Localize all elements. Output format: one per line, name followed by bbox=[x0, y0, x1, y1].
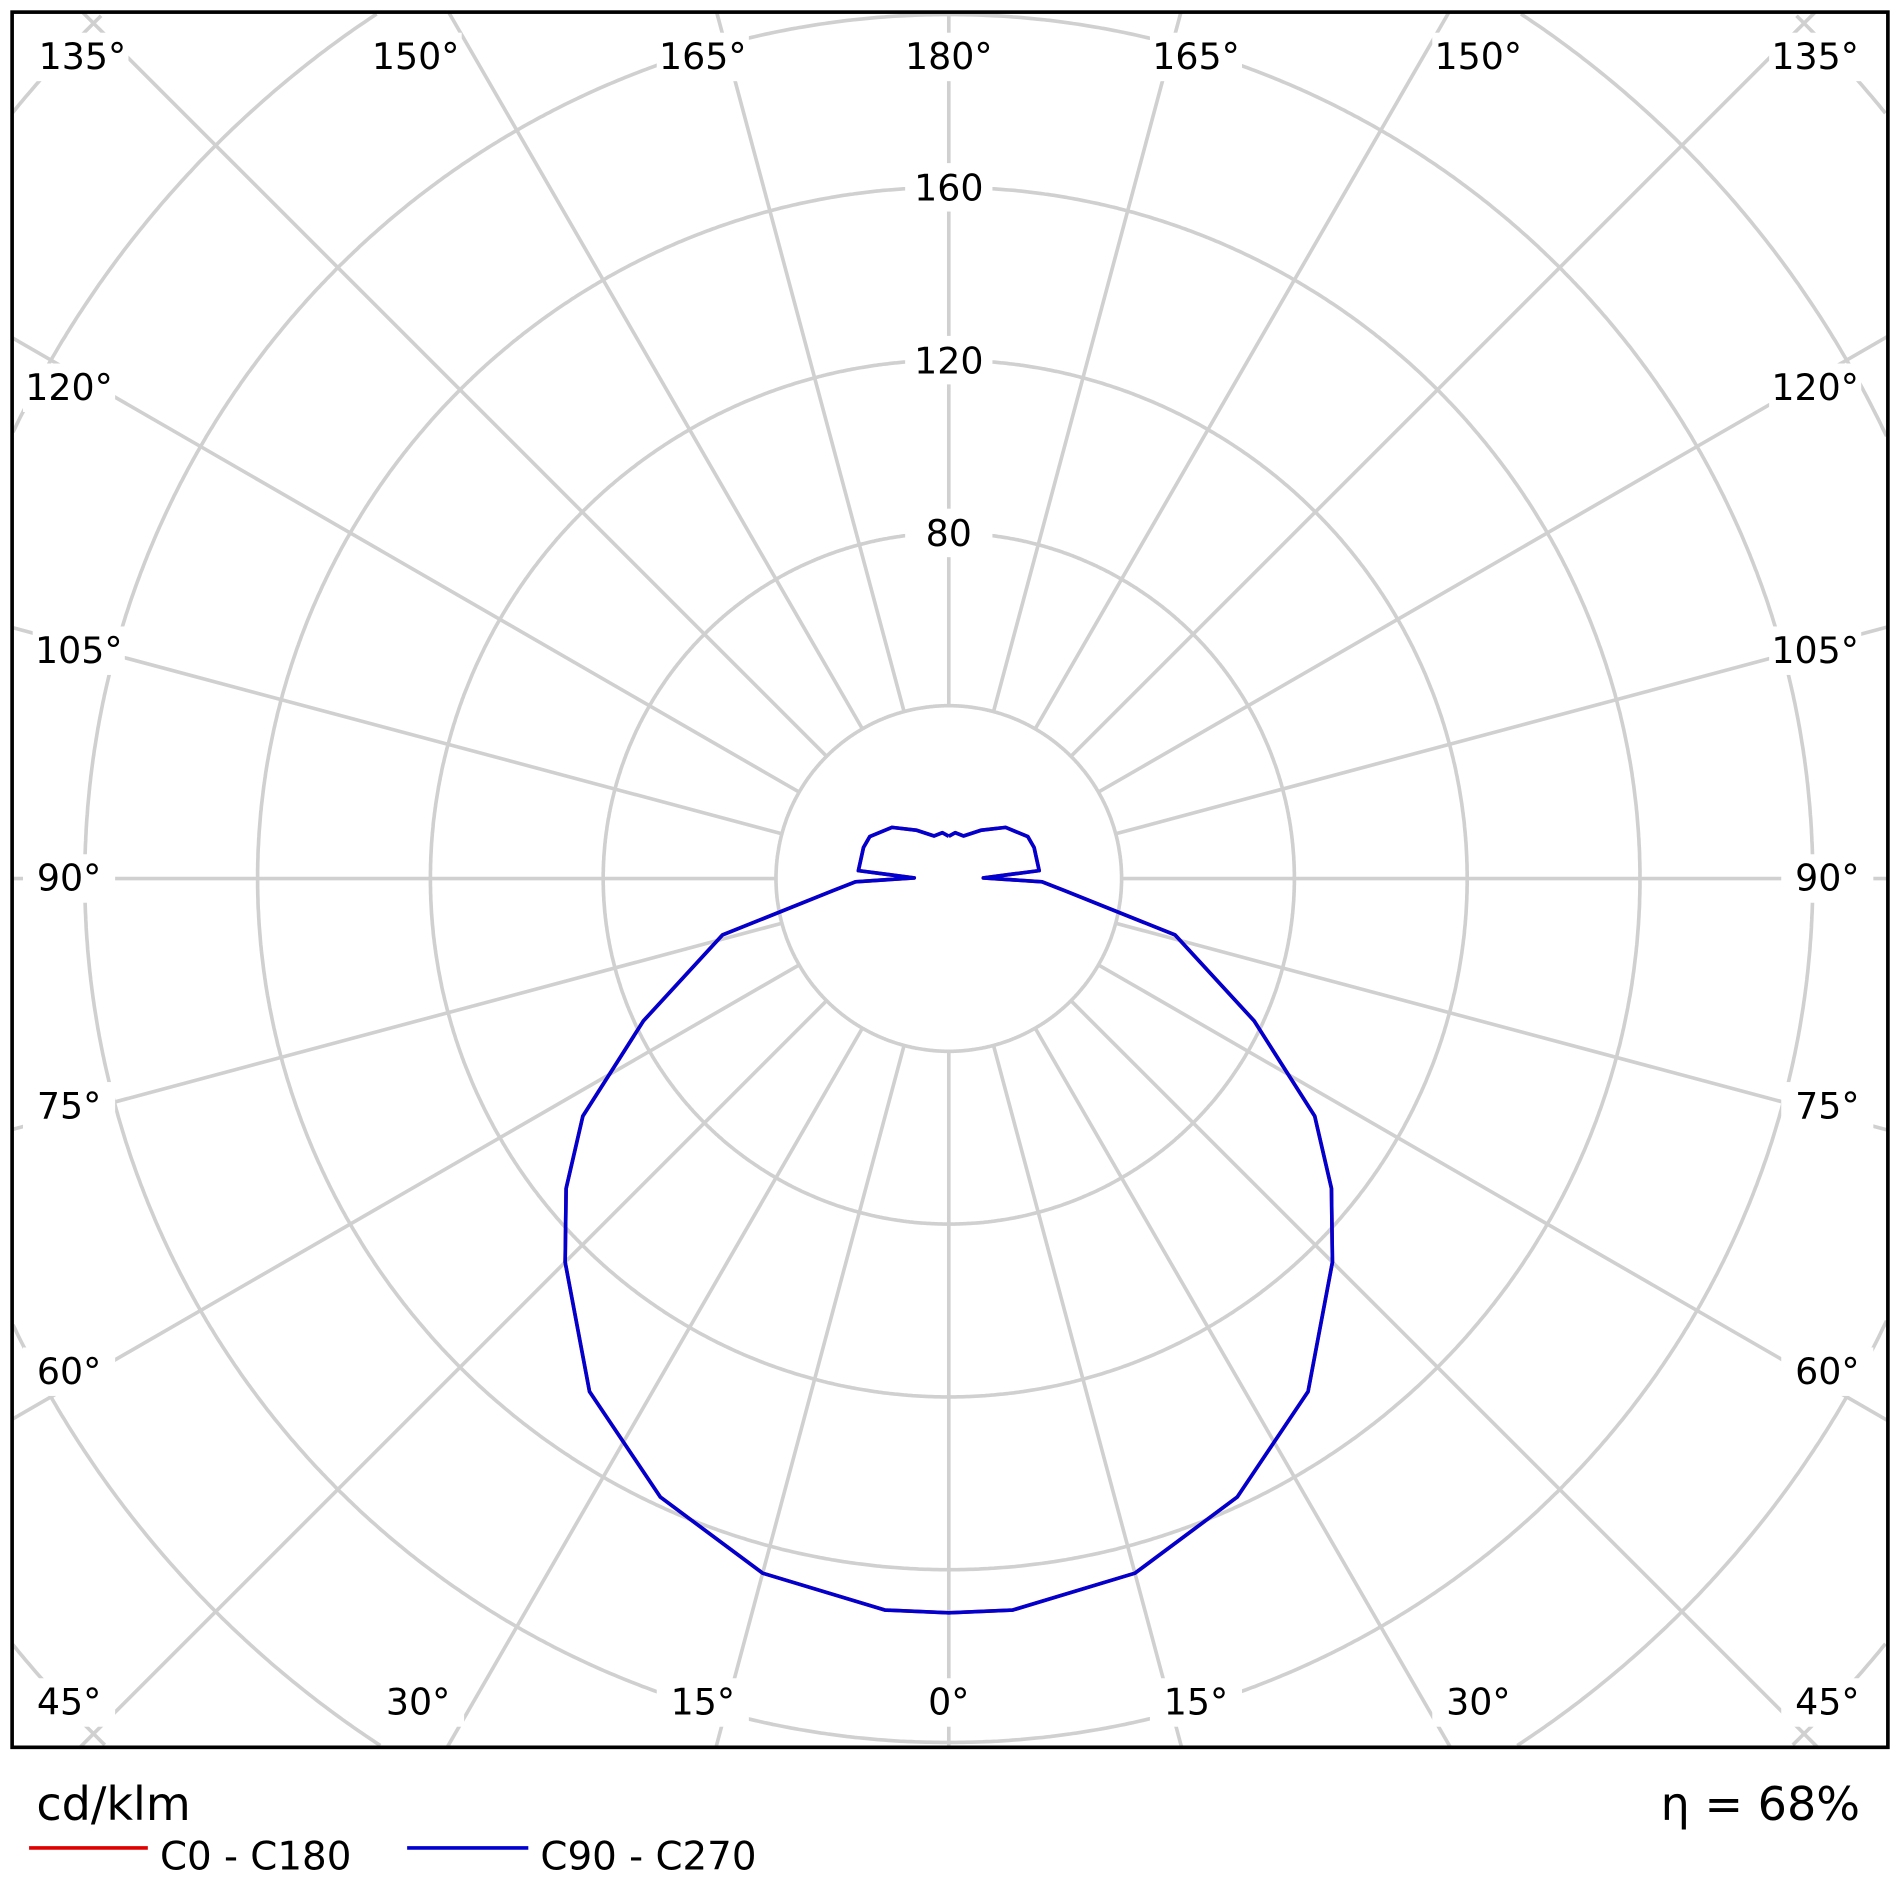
angle-labels: 135° 150° 165° 180° 165° 150° 135° 120° 105° 90° 7… bbox=[23, 32, 1874, 1727]
angle-label-top: 150° bbox=[372, 35, 460, 78]
legend-label-c0-c180: C0 - C180 bbox=[160, 1835, 351, 1880]
radial-tick-80: 80 bbox=[926, 512, 972, 555]
grid-ring-240 bbox=[11, 12, 1889, 1748]
angle-label-right: 75° bbox=[1795, 1084, 1859, 1127]
series-curve-c90-c270 bbox=[563, 825, 1335, 1615]
grid-spoke bbox=[11, 963, 801, 1421]
grid-spoke bbox=[1097, 963, 1889, 1423]
grid-spoke bbox=[11, 921, 783, 1132]
grid-spoke bbox=[991, 11, 1183, 713]
angle-label-top: 150° bbox=[1435, 35, 1523, 78]
angle-label-left: 60° bbox=[37, 1350, 101, 1393]
angle-label-bottom: 45° bbox=[37, 1681, 101, 1724]
radial-tick-120: 120 bbox=[914, 339, 983, 382]
angle-label-top: 165° bbox=[659, 35, 747, 78]
grid-spoke bbox=[1097, 334, 1889, 794]
angle-label-bottom: 30° bbox=[386, 1681, 450, 1724]
angle-label-top: 180° bbox=[905, 35, 993, 78]
angle-label-left: 90° bbox=[37, 857, 101, 900]
grid-spoke bbox=[1069, 999, 1819, 1749]
angle-label-left: 120° bbox=[25, 366, 113, 409]
efficiency-label: η = 68% bbox=[1661, 1777, 1860, 1831]
angle-label-bottom: 45° bbox=[1795, 1681, 1859, 1724]
angle-label-top: 135° bbox=[39, 35, 127, 78]
grid-spoke bbox=[714, 1044, 906, 1748]
radial-tick-labels: 80 120 160 bbox=[905, 163, 993, 558]
angle-label-right: 90° bbox=[1795, 857, 1859, 900]
angle-label-right: 120° bbox=[1771, 366, 1859, 409]
radial-tick-160: 160 bbox=[914, 167, 983, 210]
angle-label-top: 165° bbox=[1152, 35, 1240, 78]
angle-label-bottom: 15° bbox=[1164, 1681, 1228, 1724]
series-curves bbox=[563, 825, 1335, 1615]
grid-spoke bbox=[714, 11, 906, 713]
unit-label: cd/klm bbox=[36, 1777, 190, 1831]
grid-spoke bbox=[1033, 1027, 1452, 1749]
polar-grid bbox=[10, 10, 1889, 1749]
grid-spoke bbox=[1115, 625, 1889, 836]
grid-spoke bbox=[1069, 10, 1817, 758]
grid-ring-40 bbox=[774, 703, 1124, 1054]
legend: C0 - C180 C90 - C270 bbox=[29, 1835, 757, 1880]
grid-spoke bbox=[11, 336, 801, 794]
angle-label-bottom: 0° bbox=[928, 1681, 969, 1724]
grid-spoke bbox=[1033, 11, 1451, 730]
angle-label-left: 75° bbox=[37, 1084, 101, 1127]
grid-spoke bbox=[991, 1044, 1184, 1748]
legend-label-c90-c270: C90 - C270 bbox=[540, 1835, 756, 1880]
grid-spoke bbox=[447, 11, 864, 730]
angle-label-right: 60° bbox=[1795, 1350, 1859, 1393]
grid-spoke bbox=[81, 10, 828, 758]
angle-label-left: 105° bbox=[35, 629, 123, 672]
plot-frame bbox=[10, 10, 1890, 1750]
grid-spoke bbox=[1115, 921, 1889, 1132]
angle-label-right: 105° bbox=[1771, 629, 1859, 672]
angle-label-bottom: 30° bbox=[1446, 1681, 1510, 1724]
grid-spoke bbox=[78, 999, 828, 1749]
angle-label-bottom: 15° bbox=[671, 1681, 735, 1724]
grid-spoke bbox=[445, 1027, 864, 1749]
angle-label-top: 135° bbox=[1771, 35, 1859, 78]
grid-spoke bbox=[11, 625, 783, 836]
